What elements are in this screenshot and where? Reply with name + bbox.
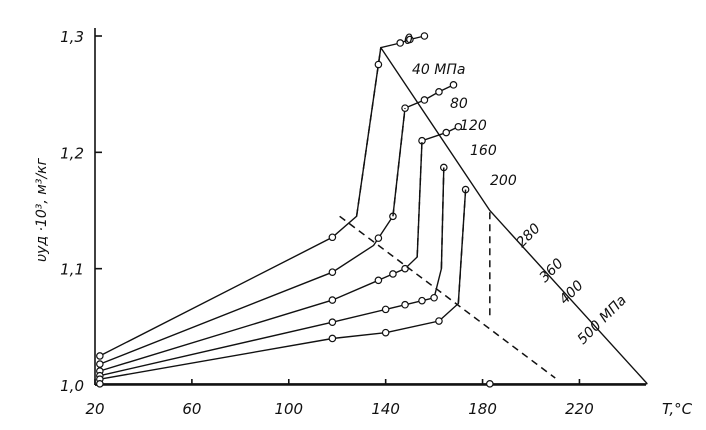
- x-tick-label: 180: [468, 400, 497, 418]
- x-tick-label: 220: [565, 400, 594, 418]
- isobar-line: [99, 84, 454, 365]
- isobar-line: [99, 126, 459, 372]
- data-point: [420, 96, 429, 104]
- data-point: [442, 128, 451, 137]
- data-point: [328, 296, 337, 304]
- x-axis-label: T,°C: [662, 400, 693, 418]
- y-axis-label: υуд ·10³, м³/кг: [34, 157, 50, 262]
- data-point: [381, 305, 390, 314]
- data-point: [374, 60, 383, 69]
- isobar-curves: [96, 32, 648, 388]
- data-point: [420, 32, 429, 40]
- series-label: 200: [490, 173, 517, 189]
- data-point: [328, 268, 337, 276]
- pressure-scale-label: 360: [537, 256, 567, 286]
- axes: 20 60 100 140 180 220 1,0 1,1 1,2 1,3: [60, 28, 646, 418]
- data-point: [96, 360, 104, 368]
- data-point: [389, 270, 397, 278]
- data-point: [96, 352, 104, 360]
- data-point: [374, 234, 383, 242]
- pressure-scale-label: 400: [557, 278, 587, 308]
- chart-labels: T,°C υуд ·10³, м³/кг 0 40 МПа 80 120 160 200 280…: [34, 32, 693, 418]
- data-point: [328, 334, 337, 343]
- data-point: [435, 317, 443, 325]
- data-point: [396, 39, 405, 47]
- data-point: [435, 88, 443, 96]
- x-tick-label: 20: [85, 400, 104, 418]
- transition-dashed-segment: [355, 47, 382, 217]
- x-tick-label: 140: [371, 400, 400, 418]
- series-label: 160: [470, 143, 497, 159]
- transition-dashed-segment: [416, 140, 423, 258]
- pressure-scale-label: 280: [514, 221, 544, 251]
- transition-dashed-segment: [440, 167, 445, 269]
- data-point: [449, 81, 458, 89]
- y-tick-label: 1,1: [60, 261, 84, 279]
- transition-dashed-line: [339, 215, 556, 379]
- data-point: [328, 318, 337, 326]
- data-point: [381, 328, 390, 337]
- data-point: [406, 35, 414, 44]
- transition-dashed-segment: [392, 108, 406, 217]
- series-label: 120: [460, 118, 487, 134]
- data-point: [430, 293, 438, 302]
- y-tick-label: 1,0: [60, 377, 84, 395]
- data-point: [418, 296, 426, 305]
- x-tick-label: 100: [274, 400, 303, 418]
- data-point: [401, 300, 409, 309]
- pressure-scale-label: 500 МПа: [575, 292, 630, 347]
- phase-boundary-line: [380, 47, 648, 385]
- data-point: [96, 380, 104, 388]
- series-label: 80: [450, 96, 468, 112]
- data-point: [486, 380, 494, 388]
- data-point: [328, 233, 337, 242]
- series-label: 0: [404, 32, 413, 48]
- x-tick-label: 60: [182, 400, 201, 418]
- data-point: [374, 276, 383, 285]
- series-label: 40 МПа: [412, 62, 465, 78]
- y-tick-label: 1,2: [60, 144, 84, 162]
- isobar-line: [99, 189, 467, 380]
- data-point: [454, 122, 463, 131]
- y-tick-label: 1,3: [60, 28, 84, 46]
